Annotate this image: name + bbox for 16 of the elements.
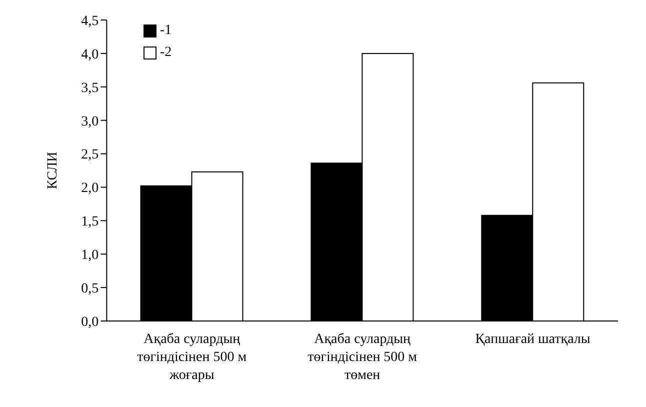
x-tick-label: Қапшағай шатқалы [475,332,591,347]
y-tick-label: 1,5 [81,214,99,230]
y-tick-label: 2,0 [81,181,99,196]
x-tick-label: Ақаба сулардың төгіндісінен 500 м төмен [308,332,418,383]
y-axis-title: КСЛИ [46,152,61,190]
y-tick-label: 4,0 [81,47,99,62]
y-tick-label: 0,5 [81,282,99,297]
y-tick-label: 2,5 [81,148,99,163]
y-tick-label: 1,0 [81,248,99,264]
x-tick-label: Ақаба сулардың төгіндісінен 500 м жоғары [137,332,247,383]
y-tick-label: 3,0 [81,114,99,130]
legend-label: -2 [160,45,172,61]
y-tick-label: 3,5 [81,80,99,96]
y-tick-label: 0,0 [81,314,99,330]
y-tick-label: 4,5 [81,14,99,29]
legend-label: -1 [160,23,172,39]
